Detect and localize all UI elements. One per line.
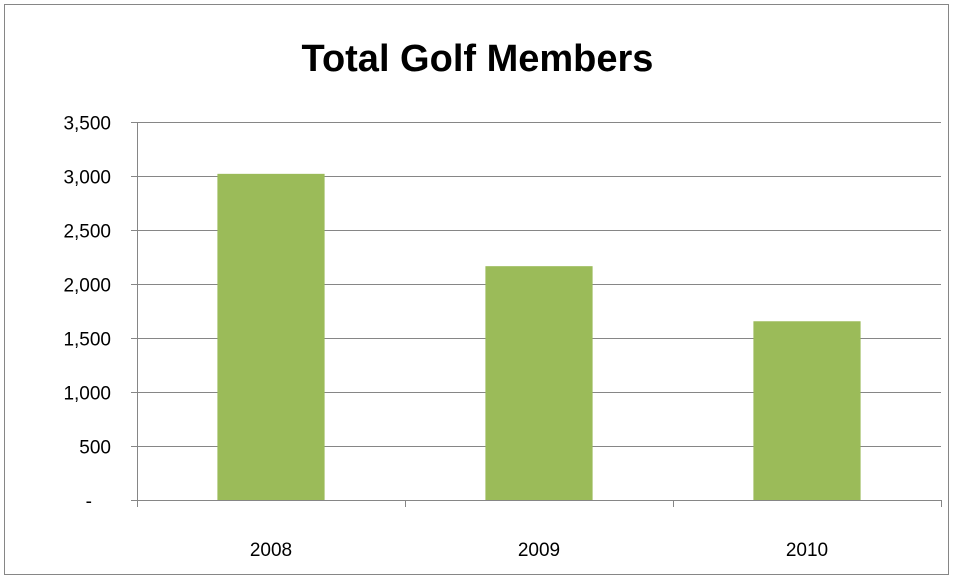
bar-2010 bbox=[753, 321, 861, 500]
bar-2008 bbox=[217, 173, 325, 500]
bars bbox=[217, 173, 861, 500]
y-tick-label: 3,500 bbox=[63, 114, 111, 135]
x-tick-label: 2010 bbox=[786, 540, 828, 561]
y-tick-label: 1,500 bbox=[63, 330, 111, 351]
y-tick-label: 2,500 bbox=[63, 222, 111, 243]
y-tick-label: - bbox=[86, 492, 92, 513]
x-tick-label: 2008 bbox=[250, 540, 292, 561]
y-tick-labels: - 500 1,000 1,500 2,000 2,500 3,000 3,500 bbox=[63, 114, 111, 513]
y-tick-label: 500 bbox=[79, 438, 111, 459]
y-tick-label: 1,000 bbox=[63, 384, 111, 405]
bar-2009 bbox=[485, 266, 593, 500]
chart-title: Total Golf Members bbox=[301, 38, 654, 80]
axes bbox=[131, 122, 942, 507]
x-tick-label: 2009 bbox=[518, 540, 560, 561]
y-tick-label: 2,000 bbox=[63, 276, 111, 297]
y-tick-label: 3,000 bbox=[63, 168, 111, 189]
x-tick-labels: 2008 2009 2010 bbox=[250, 540, 828, 561]
